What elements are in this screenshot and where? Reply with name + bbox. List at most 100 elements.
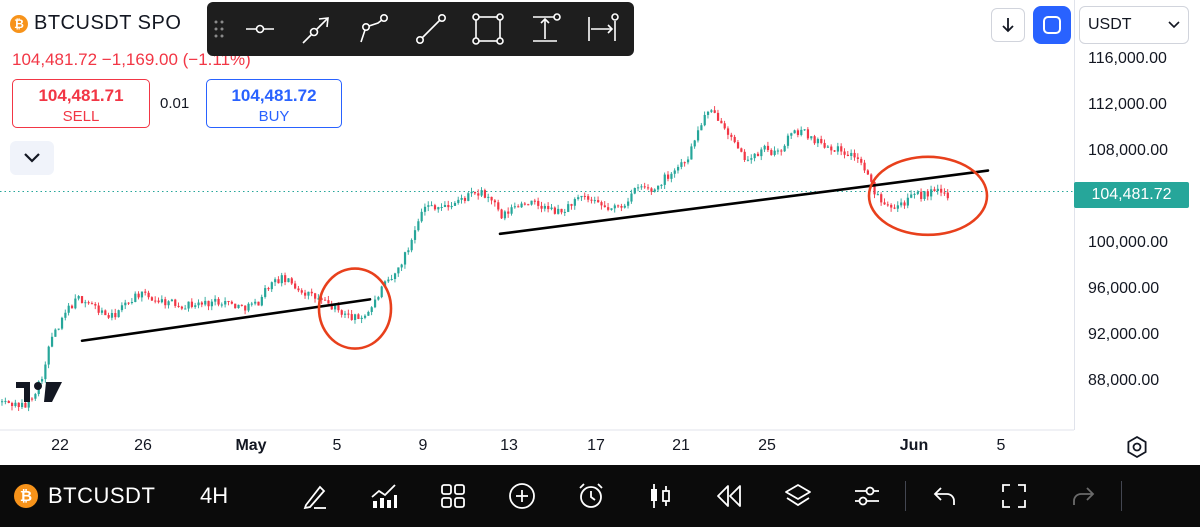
candle — [640, 184, 643, 190]
candle — [250, 301, 253, 307]
candle — [650, 187, 653, 195]
candle — [670, 172, 673, 183]
candle — [257, 301, 260, 306]
buy-button[interactable]: 104,481.72 BUY — [206, 79, 342, 128]
candle — [593, 196, 596, 204]
chart-settings-button[interactable] — [1124, 434, 1150, 460]
candle — [623, 203, 626, 209]
layers-icon[interactable] — [763, 465, 832, 527]
candle — [746, 156, 750, 162]
candle — [756, 151, 760, 157]
highlight-ellipse[interactable] — [317, 267, 393, 350]
candle — [793, 129, 796, 134]
time-tick-label: Jun — [899, 437, 929, 454]
candle — [180, 305, 184, 311]
candle — [297, 285, 300, 293]
arrow-icon[interactable] — [288, 2, 345, 56]
candle — [763, 144, 766, 153]
horizontal-ray-icon[interactable] — [231, 2, 288, 56]
candle — [766, 141, 770, 153]
trend-line-icon[interactable] — [402, 2, 459, 56]
candle — [240, 304, 243, 307]
trend-line[interactable] — [498, 169, 990, 236]
bitcoin-icon: ₿ — [10, 14, 28, 33]
symbol-header[interactable]: ₿ BTCUSDT SPO — [10, 12, 181, 35]
redo-icon[interactable] — [1048, 465, 1117, 527]
candle — [187, 301, 190, 312]
candle — [886, 201, 889, 207]
alert-icon[interactable] — [556, 465, 625, 527]
candle — [307, 291, 310, 300]
symbol-search-button[interactable]: ₿ BTCUSDT — [14, 483, 184, 509]
bottom-symbol-name: BTCUSDT — [48, 483, 156, 508]
add-icon[interactable] — [487, 465, 556, 527]
indicators-icon[interactable] — [349, 465, 418, 527]
sell-button[interactable]: 104,481.71 SELL — [12, 79, 150, 128]
candle — [50, 332, 54, 348]
candle — [490, 196, 493, 205]
candle — [796, 128, 800, 138]
trend-line[interactable] — [80, 298, 372, 343]
candle — [896, 201, 899, 212]
interval-button[interactable]: 4H — [200, 483, 229, 508]
candle — [380, 285, 383, 299]
buy-price: 104,481.72 — [231, 86, 317, 105]
candle — [880, 192, 883, 206]
candle — [343, 310, 347, 319]
candle — [630, 189, 633, 204]
replay-icon[interactable] — [694, 465, 763, 527]
layouts-icon[interactable] — [418, 465, 487, 527]
path-icon[interactable] — [345, 2, 402, 56]
candles-icon[interactable] — [625, 465, 694, 527]
candle — [783, 144, 786, 152]
candle — [234, 303, 237, 309]
candle — [527, 203, 530, 206]
chart-mode-button[interactable] — [1033, 6, 1071, 44]
candle — [573, 197, 576, 210]
brush-icon[interactable] — [280, 465, 349, 527]
candle — [657, 185, 660, 192]
candle — [67, 303, 70, 316]
candle — [460, 194, 463, 204]
candle — [463, 196, 467, 204]
rectangle-icon[interactable] — [459, 2, 516, 56]
candle — [127, 302, 130, 306]
time-tick-label: 5 — [996, 437, 1006, 454]
scroll-down-button[interactable] — [991, 8, 1025, 42]
candle — [17, 402, 20, 411]
candle — [653, 188, 656, 193]
undo-icon[interactable] — [910, 465, 979, 527]
toolbar-divider — [905, 481, 906, 511]
price-axis[interactable] — [1074, 0, 1200, 430]
drag-handle-icon[interactable] — [207, 2, 231, 56]
candle — [300, 288, 303, 295]
candle — [583, 192, 586, 200]
candle — [610, 208, 613, 211]
candle — [890, 203, 893, 212]
candle — [693, 139, 696, 149]
settings-sliders-icon[interactable] — [832, 465, 901, 527]
candle — [230, 300, 233, 305]
currency-select[interactable]: USDT — [1079, 6, 1189, 44]
price-range-icon[interactable] — [516, 2, 573, 56]
candle — [733, 134, 736, 144]
arrow-down-icon — [1002, 18, 1014, 33]
candle — [104, 309, 107, 316]
candle — [147, 290, 150, 300]
fullscreen-icon[interactable] — [979, 465, 1048, 527]
candle — [477, 189, 480, 200]
candle — [370, 306, 373, 316]
candle — [883, 198, 886, 205]
drawing-toolbar[interactable] — [207, 2, 634, 56]
price-chart[interactable] — [0, 0, 1200, 465]
candle — [420, 208, 423, 223]
date-range-icon[interactable] — [573, 2, 630, 56]
candle — [587, 194, 590, 203]
collapse-button[interactable] — [10, 141, 54, 175]
candle — [54, 328, 57, 337]
candle — [530, 200, 533, 206]
candle — [87, 300, 90, 305]
candle — [347, 309, 350, 319]
candle — [427, 201, 430, 212]
highlight-ellipse[interactable] — [867, 155, 989, 237]
